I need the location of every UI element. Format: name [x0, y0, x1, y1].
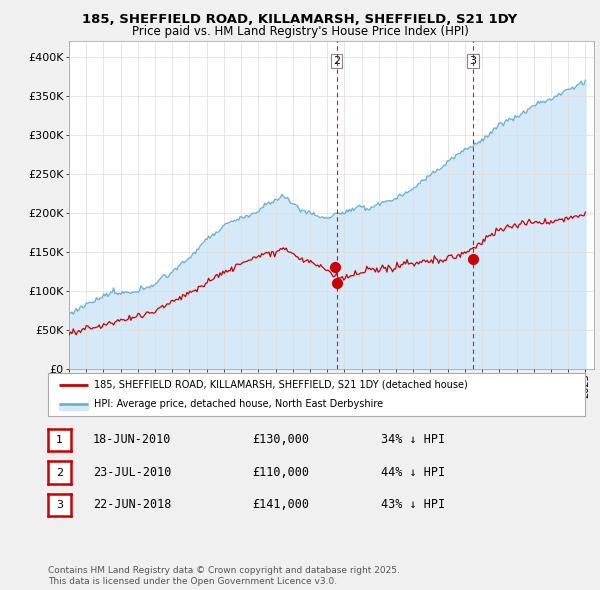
- Text: 185, SHEFFIELD ROAD, KILLAMARSH, SHEFFIELD, S21 1DY: 185, SHEFFIELD ROAD, KILLAMARSH, SHEFFIE…: [82, 13, 518, 26]
- Text: 1: 1: [56, 435, 63, 445]
- Text: 34% ↓ HPI: 34% ↓ HPI: [381, 433, 445, 446]
- Text: 2: 2: [56, 468, 63, 477]
- Text: £130,000: £130,000: [252, 433, 309, 446]
- Text: 2: 2: [333, 56, 340, 66]
- Text: 18-JUN-2010: 18-JUN-2010: [93, 433, 172, 446]
- Text: 43% ↓ HPI: 43% ↓ HPI: [381, 498, 445, 511]
- Text: £110,000: £110,000: [252, 466, 309, 478]
- Text: 22-JUN-2018: 22-JUN-2018: [93, 498, 172, 511]
- Text: 185, SHEFFIELD ROAD, KILLAMARSH, SHEFFIELD, S21 1DY (detached house): 185, SHEFFIELD ROAD, KILLAMARSH, SHEFFIE…: [94, 380, 467, 390]
- Text: £141,000: £141,000: [252, 498, 309, 511]
- Text: 44% ↓ HPI: 44% ↓ HPI: [381, 466, 445, 478]
- Text: Contains HM Land Registry data © Crown copyright and database right 2025.
This d: Contains HM Land Registry data © Crown c…: [48, 566, 400, 586]
- Text: HPI: Average price, detached house, North East Derbyshire: HPI: Average price, detached house, Nort…: [94, 399, 383, 409]
- Text: 3: 3: [56, 500, 63, 510]
- Text: Price paid vs. HM Land Registry's House Price Index (HPI): Price paid vs. HM Land Registry's House …: [131, 25, 469, 38]
- Text: 23-JUL-2010: 23-JUL-2010: [93, 466, 172, 478]
- Text: 3: 3: [469, 56, 476, 66]
